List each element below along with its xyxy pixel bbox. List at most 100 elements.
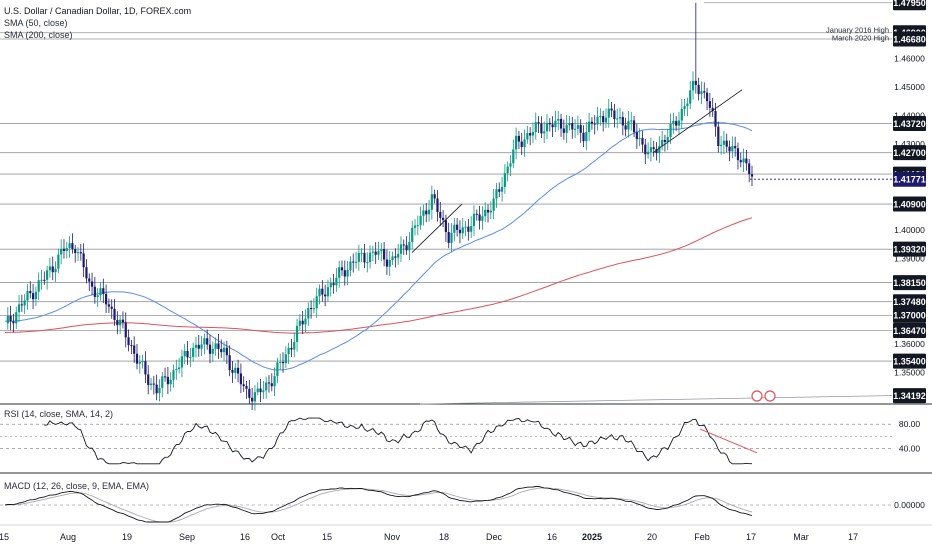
candle-body xyxy=(464,226,467,228)
candle-body xyxy=(540,123,543,134)
candle-body xyxy=(113,308,116,320)
chart-title: U.S. Dollar / Canadian Dollar, 1D, FOREX… xyxy=(4,6,192,16)
rsi-line xyxy=(44,417,752,465)
candle-body xyxy=(703,91,706,93)
price-badge-label: 1.36470 xyxy=(893,326,926,336)
candle-body xyxy=(571,123,574,130)
candle-body xyxy=(206,338,209,345)
price-badge-label: 1.46680 xyxy=(893,34,926,44)
price-badge xyxy=(893,145,926,161)
candle-body xyxy=(276,362,279,377)
candle-body xyxy=(430,194,433,210)
candle-body xyxy=(588,121,591,132)
price-axis: 1.479501.469001.466801.437201.427001.419… xyxy=(750,0,926,404)
candle-body xyxy=(742,158,745,163)
rsi-legend[interactable]: RSI (14, close, SMA, 14, 2) xyxy=(4,409,114,419)
candle-body xyxy=(590,121,594,124)
candle-body xyxy=(85,267,88,279)
candle-body xyxy=(251,397,254,402)
candle-body xyxy=(397,253,400,258)
candle-body xyxy=(722,140,726,145)
candle-body xyxy=(335,277,338,286)
candle-body xyxy=(90,281,94,287)
candle-body xyxy=(734,146,737,149)
candle-body xyxy=(689,90,692,104)
candle-body xyxy=(107,304,111,307)
candle-body xyxy=(506,166,509,174)
candle-body xyxy=(444,220,447,232)
candle-body xyxy=(175,369,178,371)
candle-body xyxy=(675,120,678,126)
candle-body xyxy=(680,109,683,121)
candle-body xyxy=(565,124,568,133)
candle-body xyxy=(663,139,667,143)
candle-body xyxy=(329,283,332,288)
candle-body xyxy=(152,383,155,385)
candle-body xyxy=(545,122,549,132)
candle-body xyxy=(363,252,366,263)
candle-body xyxy=(133,345,136,354)
candle-body xyxy=(616,118,619,120)
candle-body xyxy=(186,350,189,358)
rsi-tick-label: 40.00 xyxy=(899,444,921,454)
candle-body xyxy=(551,124,554,128)
price-badge xyxy=(893,31,926,47)
sma200-legend[interactable]: SMA (200, close) xyxy=(4,30,73,40)
candle-body xyxy=(290,347,293,350)
candle-body xyxy=(371,251,374,253)
candle-body xyxy=(256,388,259,393)
price-badge xyxy=(893,275,926,291)
rsi-panel: 80.00 40.00 xyxy=(0,417,921,465)
moving-averages xyxy=(4,121,753,371)
candle-body xyxy=(383,249,386,260)
candle-body xyxy=(672,120,675,124)
candle-body xyxy=(500,186,504,192)
candle-body xyxy=(683,106,686,110)
time-tick-label: Dec xyxy=(486,532,503,542)
candle-body xyxy=(43,279,46,281)
candle-body xyxy=(197,344,200,349)
candle-body xyxy=(411,227,414,242)
candle-body xyxy=(750,174,754,177)
candle-body xyxy=(265,382,268,391)
candle-body xyxy=(76,252,80,254)
candle-body xyxy=(214,343,217,349)
candle-body xyxy=(484,209,487,217)
candle-body xyxy=(236,367,240,374)
price-tick-label: 1.36000 xyxy=(894,339,925,349)
candle-body xyxy=(149,383,153,385)
candle-body xyxy=(562,128,565,133)
candle-body xyxy=(68,243,71,249)
candle-body xyxy=(686,103,689,107)
price-tick-label: 1.46000 xyxy=(894,53,925,63)
candle-body xyxy=(281,362,285,364)
candle-body xyxy=(529,133,532,136)
macd-tick-label: 0.00000 xyxy=(894,500,925,510)
candle-body xyxy=(433,194,436,199)
candle-body xyxy=(408,241,411,251)
candle-body xyxy=(273,376,276,387)
candle-body xyxy=(293,341,296,350)
macd-legend[interactable]: MACD (12, 26, close, 9, EMA, EMA) xyxy=(4,481,150,491)
candle-body xyxy=(736,148,740,161)
candle-body xyxy=(413,225,417,228)
candle-body xyxy=(96,295,99,297)
candle-body xyxy=(23,300,26,306)
time-axis: 15 Aug 19 Sep 16 Oct 15 Nov 18 Dec 16 2025 20 Feb 17 Ma… xyxy=(0,532,858,542)
candle-body xyxy=(169,379,172,385)
candle-body xyxy=(29,291,32,294)
candle-body xyxy=(374,251,377,255)
candle-body xyxy=(486,209,490,213)
rsi-tick-label: 80.00 xyxy=(899,419,921,429)
candle-body xyxy=(99,288,102,296)
sma50-legend[interactable]: SMA (50, close) xyxy=(4,18,68,28)
candle-body xyxy=(526,133,529,140)
candle-body xyxy=(509,163,512,167)
candle-body xyxy=(610,108,613,111)
candle-body xyxy=(607,108,610,118)
candle-body xyxy=(399,244,403,254)
candle-body xyxy=(57,254,60,269)
candle-body xyxy=(9,315,12,322)
